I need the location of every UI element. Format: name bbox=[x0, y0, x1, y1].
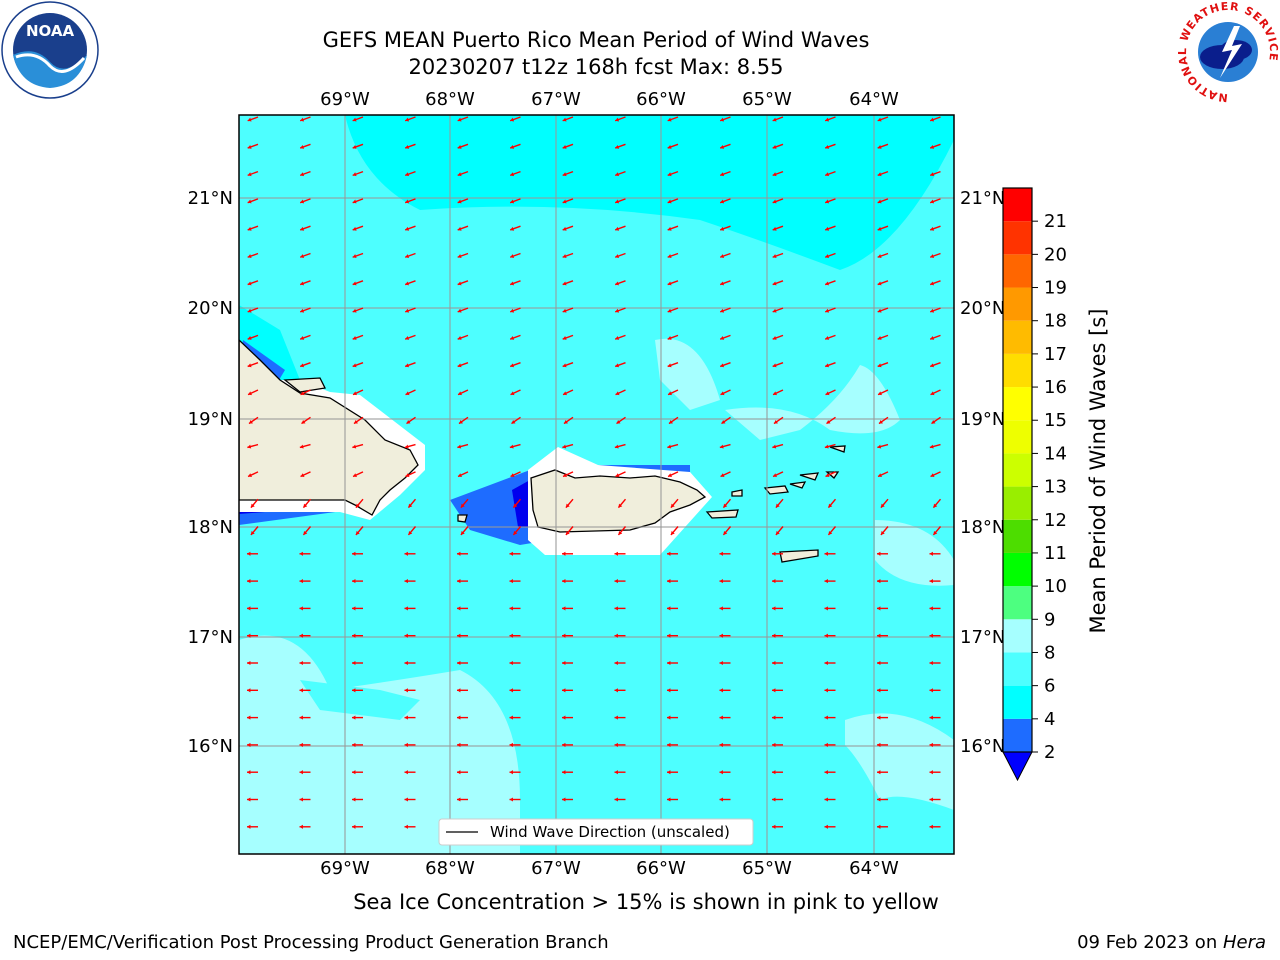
colorbar-swatch bbox=[1003, 287, 1032, 321]
legend-label: Wind Wave Direction (unscaled) bbox=[490, 823, 730, 841]
lon-label-bottom: 68°W bbox=[425, 858, 475, 879]
colorbar-swatch bbox=[1003, 188, 1032, 222]
colorbar-tick-label: 11 bbox=[1044, 543, 1067, 564]
noaa-logo: NOAA bbox=[1, 1, 99, 99]
colorbar-tick-label: 8 bbox=[1044, 642, 1055, 663]
lon-label-top: 68°W bbox=[425, 89, 475, 110]
colorbar-tick-label: 9 bbox=[1044, 609, 1055, 630]
footer-host: Hera bbox=[1222, 932, 1266, 953]
colorbar-swatch bbox=[1003, 221, 1032, 255]
lat-label-left: 21°N bbox=[188, 188, 233, 209]
map-tick-labels: 69°W 69°W 68°W 68°W 67°W 67°W 66°W 66°W 65°W 65°W… bbox=[188, 89, 1006, 879]
colorbar-swatch bbox=[1003, 486, 1032, 520]
colorbar-swatch bbox=[1003, 519, 1032, 553]
colorbar-tick-label: 19 bbox=[1044, 278, 1067, 299]
colorbar-tick-label: 21 bbox=[1044, 211, 1067, 232]
lat-label-right: 19°N bbox=[960, 409, 1005, 430]
lat-label-left: 17°N bbox=[188, 627, 233, 648]
colorbar-swatch bbox=[1003, 619, 1032, 653]
colorbar-swatch bbox=[1003, 320, 1032, 354]
lon-label-bottom: 67°W bbox=[531, 858, 581, 879]
colorbar-tick-label: 2 bbox=[1044, 742, 1055, 763]
map-plot-area bbox=[239, 115, 954, 854]
colorbar-swatch bbox=[1003, 353, 1032, 388]
colorbar-tick-label: 16 bbox=[1044, 377, 1067, 398]
colorbar-tick-label: 20 bbox=[1044, 244, 1067, 265]
lon-label-top: 67°W bbox=[531, 89, 581, 110]
lon-label-top: 64°W bbox=[849, 89, 899, 110]
colorbar-swatch bbox=[1003, 387, 1032, 421]
map-frame bbox=[238, 114, 955, 855]
colorbar-tick-label: 13 bbox=[1044, 477, 1067, 498]
colorbar-swatch bbox=[1003, 453, 1032, 487]
colorbar-under-extension bbox=[1002, 751, 1033, 782]
colorbar-swatch bbox=[1003, 552, 1032, 587]
lat-label-left: 18°N bbox=[188, 517, 233, 538]
colorbar-tick-label: 12 bbox=[1044, 510, 1067, 531]
colorbar-tick-label: 18 bbox=[1044, 311, 1067, 332]
lon-label-top: 65°W bbox=[742, 89, 792, 110]
map-title: GEFS MEAN Puerto Rico Mean Period of Win… bbox=[322, 28, 870, 52]
footer-credit: NCEP/EMC/Verification Post Processing Pr… bbox=[13, 932, 609, 953]
colorbar-swatch bbox=[1003, 685, 1032, 719]
sea-ice-note: Sea Ice Concentration > 15% is shown in … bbox=[353, 890, 939, 914]
wind-wave-direction-arrows bbox=[247, 116, 942, 829]
footer-date-text: 09 Feb 2023 on bbox=[1077, 932, 1223, 953]
lon-label-bottom: 66°W bbox=[636, 858, 686, 879]
lat-label-left: 16°N bbox=[188, 736, 233, 757]
arrow-legend: Wind Wave Direction (unscaled) bbox=[438, 818, 754, 846]
lon-label-bottom: 64°W bbox=[849, 858, 899, 879]
colorbar-tick-label: 15 bbox=[1044, 410, 1067, 431]
noaa-logo-text: NOAA bbox=[26, 22, 75, 40]
lon-label-top: 66°W bbox=[636, 89, 686, 110]
colorbar-swatch bbox=[1003, 718, 1032, 752]
footer-date: 09 Feb 2023 on Hera bbox=[1077, 932, 1266, 953]
colorbar-swatch bbox=[1003, 586, 1032, 620]
colorbar: 2 4 6 8 9 10 11 12 13 14 15 16 17 18 19 20 21 bbox=[1002, 187, 1067, 782]
lon-label-top: 69°W bbox=[320, 89, 370, 110]
lon-label-bottom: 69°W bbox=[320, 858, 370, 879]
lat-label-right: 16°N bbox=[960, 736, 1005, 757]
colorbar-tick-label: 14 bbox=[1044, 443, 1067, 464]
colorbar-tick-label: 6 bbox=[1044, 676, 1055, 697]
colorbar-swatch bbox=[1003, 652, 1032, 686]
lat-label-right: 20°N bbox=[960, 298, 1005, 319]
lat-label-right: 17°N bbox=[960, 627, 1005, 648]
colorbar-tick-label: 17 bbox=[1044, 344, 1067, 365]
colorbar-tick-label: 4 bbox=[1044, 709, 1055, 730]
lat-label-left: 19°N bbox=[188, 409, 233, 430]
colorbar-swatch bbox=[1003, 420, 1032, 454]
colorbar-swatch bbox=[1003, 254, 1032, 288]
lat-label-right: 18°N bbox=[960, 517, 1005, 538]
lat-label-right: 21°N bbox=[960, 188, 1005, 209]
colorbar-tick-label: 10 bbox=[1044, 576, 1067, 597]
nws-logo: NATIONAL WEATHER SERVICE bbox=[1176, 0, 1279, 104]
colorbar-label: Mean Period of Wind Waves [s] bbox=[1086, 309, 1110, 634]
map-subtitle-forecast: 20230207 t12z 168h fcst Max: 8.55 bbox=[408, 55, 784, 79]
lon-label-bottom: 65°W bbox=[742, 858, 792, 879]
lat-label-left: 20°N bbox=[188, 298, 233, 319]
